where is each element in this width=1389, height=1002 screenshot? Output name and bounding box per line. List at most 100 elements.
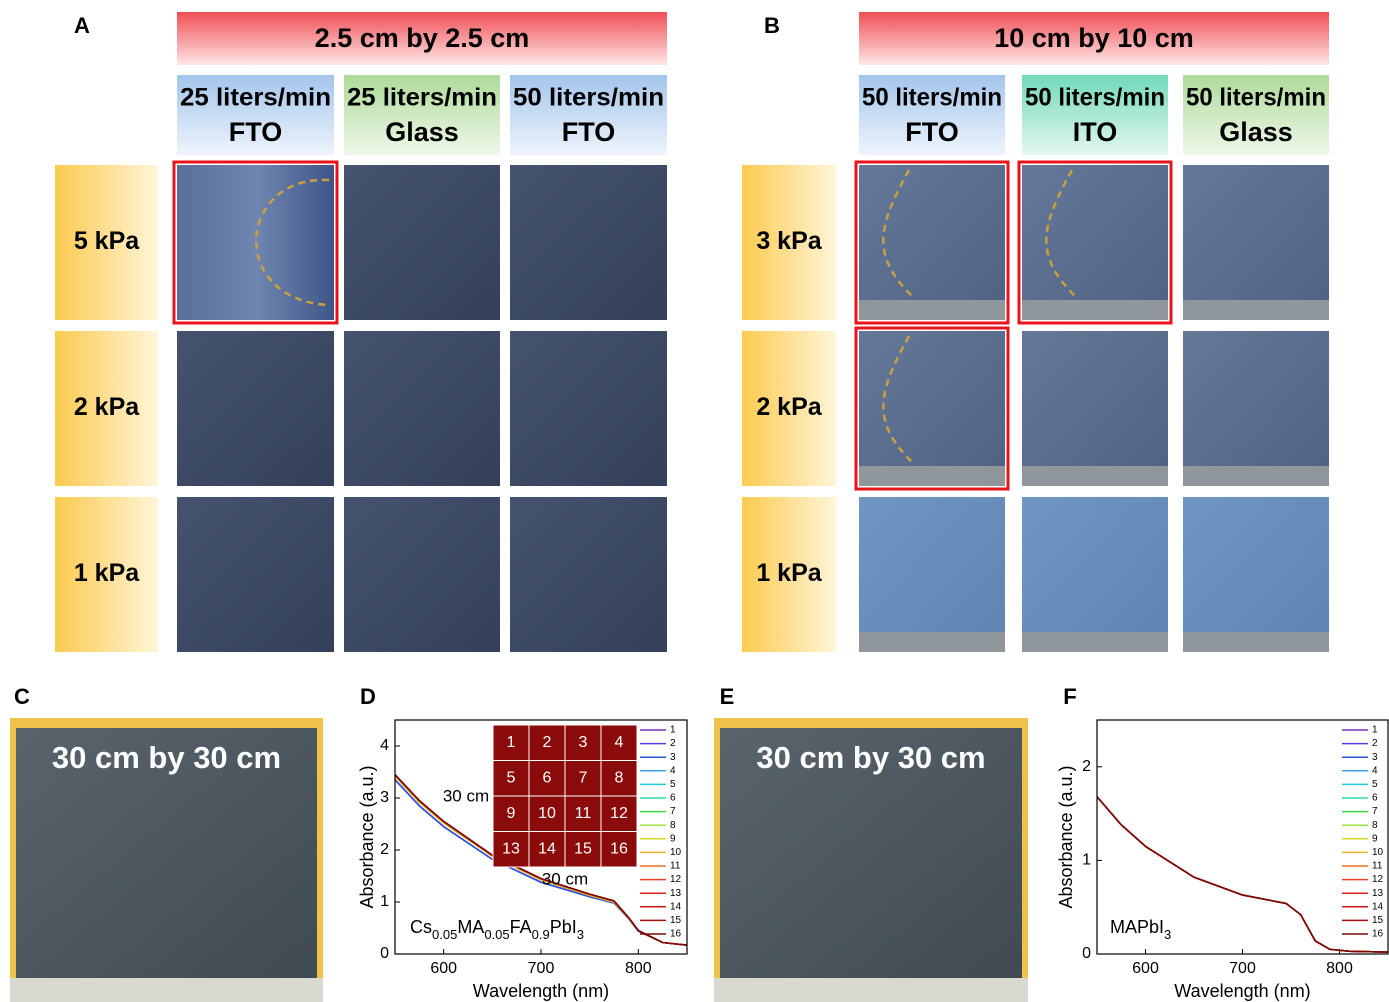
x-tick-label: 800 xyxy=(625,960,652,977)
compound-part: MAPbI xyxy=(1110,917,1164,937)
panel-label: A xyxy=(74,13,90,38)
compound-part: Cs xyxy=(410,917,432,937)
sample-photo xyxy=(1183,497,1329,652)
compound-part: 0.9 xyxy=(532,927,550,942)
column-label: 25 liters/min xyxy=(180,84,331,112)
inset-height-label: 30 cm xyxy=(443,786,489,805)
legend-label: 10 xyxy=(670,847,682,858)
legend-label: 2 xyxy=(670,738,676,749)
compound-label: Cs0.05MA0.05FA0.9PbI3 xyxy=(410,917,584,942)
x-axis-title: Wavelength (nm) xyxy=(1174,981,1310,1001)
legend-label: 9 xyxy=(1372,833,1378,844)
row-label: 5 kPa xyxy=(74,227,140,255)
ruler xyxy=(1183,632,1329,652)
legend-label: 11 xyxy=(1372,861,1383,872)
ruler xyxy=(1022,632,1168,652)
column-label: FTO xyxy=(229,117,283,147)
inset-cell-label: 3 xyxy=(579,734,588,751)
legend-label: 7 xyxy=(670,806,676,817)
sample-photo xyxy=(177,331,334,486)
sample-photo xyxy=(344,497,500,652)
legend-label: 4 xyxy=(1372,765,1378,776)
x-axis-title: Wavelength (nm) xyxy=(473,981,609,1001)
compound-part: 0.05 xyxy=(484,927,509,942)
column-label: 50 liters/min xyxy=(1025,84,1165,112)
legend-label: 9 xyxy=(670,833,676,844)
compound-part: FA xyxy=(510,917,532,937)
x-tick-label: 600 xyxy=(430,960,457,977)
column-label: 50 liters/min xyxy=(862,84,1002,112)
inset-cell-label: 13 xyxy=(502,840,520,857)
ruler xyxy=(714,978,1028,1002)
sample-photo xyxy=(1183,165,1329,320)
legend-label: 3 xyxy=(1372,752,1378,763)
legend-label: 16 xyxy=(670,929,682,940)
inset-cell-label: 5 xyxy=(507,769,516,786)
sample-photo xyxy=(177,497,334,652)
header-title: 2.5 cm by 2.5 cm xyxy=(315,23,530,53)
legend-label: 5 xyxy=(670,779,676,790)
inset-cell-label: 10 xyxy=(538,805,556,822)
row-label: 3 kPa xyxy=(756,227,822,255)
compound-part: 3 xyxy=(1164,927,1171,942)
column-label: 25 liters/min xyxy=(347,84,497,112)
x-tick-label: 600 xyxy=(1132,960,1159,977)
ruler xyxy=(1183,300,1329,320)
y-axis-title: Absorbance (a.u.) xyxy=(1056,765,1076,908)
sample-photo xyxy=(344,331,500,486)
inset-cell-label: 2 xyxy=(543,734,552,751)
sample-photo xyxy=(1183,331,1329,486)
sample-photo xyxy=(510,165,667,320)
legend-label: 4 xyxy=(670,765,676,776)
legend-label: 2 xyxy=(1372,738,1378,749)
legend-label: 7 xyxy=(1372,806,1378,817)
legend-label: 1 xyxy=(670,725,676,736)
panel-label: D xyxy=(360,684,376,709)
ruler xyxy=(859,632,1005,652)
legend-label: 6 xyxy=(670,793,676,804)
photo-caption: 30 cm by 30 cm xyxy=(52,740,281,775)
legend-label: 8 xyxy=(670,820,676,831)
inset-cell-label: 6 xyxy=(543,769,552,786)
column-label: 50 liters/min xyxy=(513,84,664,112)
column-label: FTO xyxy=(562,117,616,147)
legend-label: 1 xyxy=(1372,725,1378,736)
inset-cell-label: 9 xyxy=(507,805,516,822)
inset-cell-label: 15 xyxy=(574,840,592,857)
x-tick-label: 700 xyxy=(528,960,555,977)
ruler xyxy=(1022,466,1168,486)
compound-part: MA xyxy=(457,917,484,937)
figure: A 2.5 cm by 2.5 cm 25 liters/min FTO 25 lite… xyxy=(0,0,1389,1002)
ruler xyxy=(859,466,1005,486)
y-tick-label: 1 xyxy=(380,893,389,910)
legend-label: 8 xyxy=(1372,820,1378,831)
ruler xyxy=(859,300,1005,320)
y-tick-label: 0 xyxy=(1082,945,1091,962)
x-tick-label: 700 xyxy=(1229,960,1256,977)
column-label: Glass xyxy=(1219,117,1293,147)
legend-label: 13 xyxy=(1372,888,1384,899)
y-tick-label: 3 xyxy=(380,789,389,806)
panel-label: B xyxy=(764,13,780,38)
x-tick-label: 800 xyxy=(1326,960,1353,977)
column-label: 50 liters/min xyxy=(1186,84,1326,112)
legend-label: 11 xyxy=(670,861,681,872)
legend-label: 12 xyxy=(670,874,682,885)
legend-label: 15 xyxy=(1372,915,1384,926)
legend-label: 16 xyxy=(1372,929,1384,940)
row-label: 2 kPa xyxy=(756,393,822,421)
legend-label: 15 xyxy=(670,915,682,926)
row-label: 2 kPa xyxy=(74,393,140,421)
y-tick-label: 2 xyxy=(1082,758,1091,775)
inset-cell-label: 11 xyxy=(575,805,592,822)
ruler xyxy=(1022,300,1168,320)
sample-photo xyxy=(859,497,1005,652)
sample-photo xyxy=(1022,497,1168,652)
sample-photo xyxy=(344,165,500,320)
inset-width-label: 30 cm xyxy=(542,869,588,888)
legend-label: 12 xyxy=(1372,874,1384,885)
column-label: ITO xyxy=(1073,117,1118,147)
panel-label: E xyxy=(720,684,735,709)
compound-part: PbI xyxy=(550,917,577,937)
inset-cell-label: 14 xyxy=(538,840,556,857)
